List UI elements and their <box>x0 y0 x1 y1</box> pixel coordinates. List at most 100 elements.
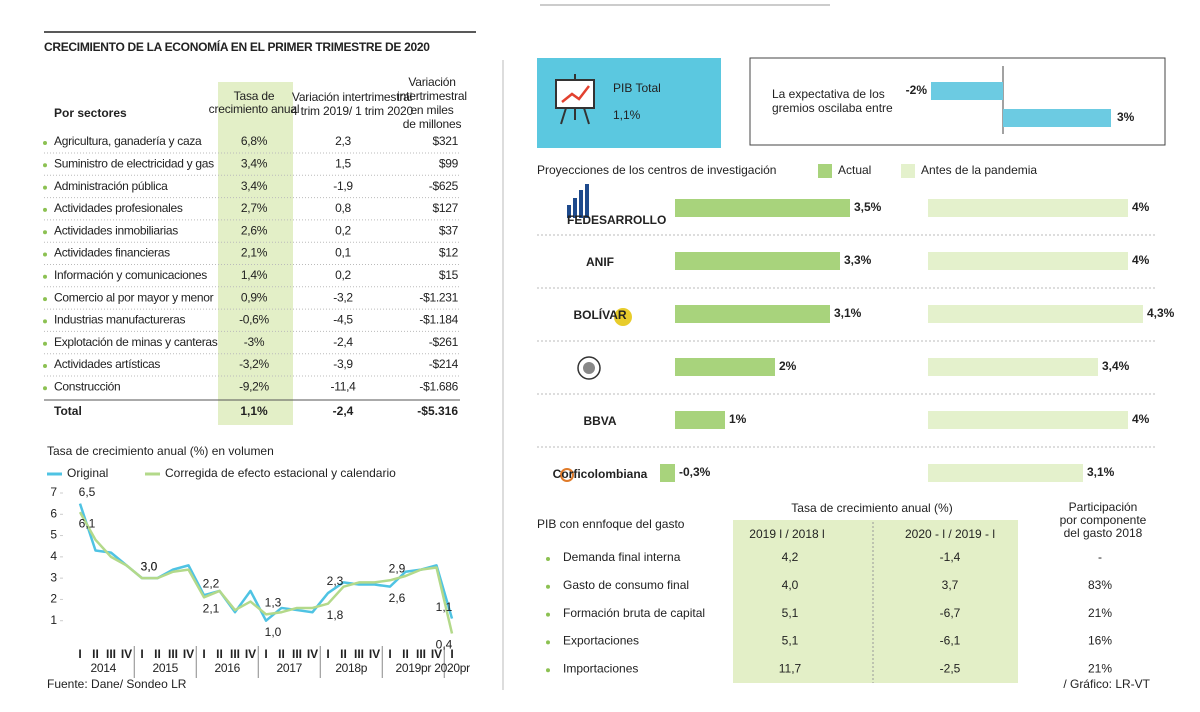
table-cell: 2,3 <box>335 134 351 148</box>
bullet <box>43 274 47 279</box>
table-cell: $321 <box>433 134 459 148</box>
data-label: 2% <box>779 359 797 373</box>
x-tick-label: II <box>216 647 223 661</box>
data-label: 4% <box>1132 200 1150 214</box>
table-header: de millones <box>403 117 462 131</box>
bar <box>1003 109 1111 127</box>
table-cell: 4,0 <box>782 578 799 592</box>
table-cell: -11,4 <box>331 379 357 393</box>
legend-label: Antes de la pandemia <box>921 163 1037 177</box>
data-label: 3,0 <box>141 559 158 573</box>
table-header: Variación <box>408 75 455 89</box>
table-cell: -1,9 <box>333 179 353 193</box>
bullet <box>43 230 47 235</box>
year-label: 2020pr <box>434 661 470 675</box>
table-total: -$5.316 <box>417 404 458 418</box>
x-tick-label: I <box>450 647 453 661</box>
data-label: 3,1% <box>834 306 862 320</box>
table-cell: Comercio al por mayor y menor <box>54 290 214 304</box>
x-tick-label: III <box>106 647 116 661</box>
bullet <box>546 584 550 589</box>
table-header: Tasa de <box>234 89 275 103</box>
x-tick-label: IV <box>431 647 442 661</box>
data-label: 4% <box>1132 412 1150 426</box>
table-cell: $15 <box>439 268 459 282</box>
table-cell: 2,6% <box>241 223 268 237</box>
x-tick-label: IV <box>369 647 380 661</box>
table-cell: -$625 <box>429 179 459 193</box>
x-tick-label: III <box>230 647 240 661</box>
table-cell: Actividades artísticas <box>54 357 160 371</box>
table-cell: 16% <box>1088 634 1112 648</box>
series-line <box>78 511 454 634</box>
table-cell: 4,2 <box>782 550 799 564</box>
table-cell: Gasto de consumo final <box>563 578 689 592</box>
bullet <box>546 640 550 645</box>
table-total: Total <box>54 404 82 418</box>
data-label: 2,2 <box>203 576 220 590</box>
data-label: 4% <box>1132 253 1150 267</box>
table-cell: 3,4% <box>241 156 268 170</box>
bullet <box>43 141 47 145</box>
x-tick-label: I <box>202 647 205 661</box>
x-tick-label: I <box>78 647 81 661</box>
data-label: 3,3% <box>844 253 872 267</box>
x-tick-label: IV <box>307 647 318 661</box>
table-cell: Actividades profesionales <box>54 201 183 215</box>
table-header: intertrimestral <box>397 89 467 103</box>
bar <box>928 252 1128 270</box>
bullet <box>546 557 550 561</box>
x-tick-label: I <box>388 647 391 661</box>
data-label: 4,3% <box>1147 306 1175 320</box>
bar <box>660 464 675 482</box>
year-label: 2014 <box>91 661 117 675</box>
bar <box>675 305 830 323</box>
table-cell: 5,1 <box>782 634 799 648</box>
y-tick-label: 3 <box>50 570 57 584</box>
table-cell: 0,9% <box>241 290 268 304</box>
data-label: 1,3 <box>265 596 282 610</box>
table-cell: 2,7% <box>241 201 268 215</box>
legend-swatch <box>818 164 832 178</box>
data-label: 1,8 <box>327 608 344 622</box>
table-header: 4 trim 2019/ 1 trim 2020 <box>291 104 413 118</box>
table-cell: 1,5 <box>335 156 351 170</box>
chart-title: La expectativa de los <box>772 87 885 101</box>
table-cell: -9,2% <box>239 379 269 393</box>
legend-swatch <box>901 164 915 178</box>
chart-title: Tasa de crecimiento anual (%) en volumen <box>47 444 274 458</box>
table-cell: -$1.686 <box>419 379 458 393</box>
bar <box>675 358 775 376</box>
year-label: 2016 <box>215 661 241 675</box>
y-tick-label: 7 <box>50 485 57 499</box>
table-header: 2020 - l / 2019 - l <box>905 527 995 541</box>
data-label: 2,9 <box>389 561 406 575</box>
data-label: 2,6 <box>389 591 406 605</box>
table-cell: Administración pública <box>54 179 168 193</box>
chart-title: Proyecciones de los centros de investiga… <box>537 163 776 177</box>
bar <box>675 199 850 217</box>
bar <box>675 252 840 270</box>
year-label: 2015 <box>153 661 179 675</box>
category-logo: BBVA <box>583 414 616 428</box>
category-logo: BOLÍVAR <box>573 307 626 322</box>
x-tick-label: III <box>168 647 178 661</box>
year-label: 2018p <box>335 661 367 675</box>
table-cell: Actividades inmobiliarias <box>54 223 178 237</box>
table-cell: 6,8% <box>241 134 268 148</box>
table-cell: -6,7 <box>940 606 961 620</box>
table-cell: Agricultura, ganadería y caza <box>54 134 202 148</box>
x-tick-label: III <box>292 647 302 661</box>
x-tick-label: I <box>140 647 143 661</box>
data-label: 2,1 <box>203 601 220 615</box>
title: CRECIMIENTO DE LA ECONOMÍA EN EL PRIMER … <box>44 39 430 54</box>
data-label: 3% <box>1117 110 1135 124</box>
bar <box>931 82 1003 100</box>
table-cell: Formación bruta de capital <box>563 606 705 620</box>
category-logo: Corficolombiana <box>553 467 648 481</box>
table-cell: -2,5 <box>940 661 961 675</box>
x-tick-label: I <box>326 647 329 661</box>
table-header: del gasto 2018 <box>1064 526 1143 540</box>
category-logo: ANIF <box>586 255 614 269</box>
data-label: 1% <box>729 412 747 426</box>
